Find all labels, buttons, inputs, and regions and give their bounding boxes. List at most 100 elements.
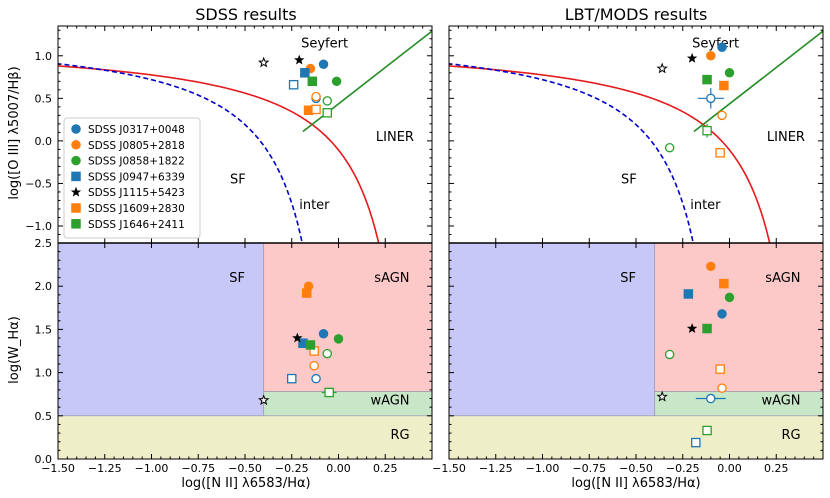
x-tick-label: −0.25 [666,462,700,475]
data-point-j0858+1822 [331,76,342,87]
legend-marker [70,186,82,197]
x-tick-label: −1.50 [41,462,75,475]
data-point-j0858+1822 [322,96,333,106]
data-point-j0858+1822 [333,334,344,344]
bpt-label-inter: inter [690,198,721,213]
bpt-label-seyfert: Seyfert [301,36,348,51]
kewley-curve [58,65,380,243]
legend: SDSS J0317+0048 SDSS J0805+2818 SDSS J0858… [63,117,201,239]
bpt-label-liner: LINER [376,130,414,145]
data-point-j0317+0048 [311,373,321,384]
whan-label-rg: RG [781,428,800,443]
whan-y-label: log(W_Hα) [7,316,22,384]
bpt-y-tick-label: 1.0 [35,50,53,63]
legend-marker [71,155,81,166]
x-tick-label: 0.25 [373,462,398,475]
data-point-j0805+2818 [717,383,727,393]
whan-label-wagn: wAGN [761,394,800,409]
data-point-j0947+6339 [286,373,297,384]
legend-marker [71,203,81,213]
legend-label: SDSS J1115+5423 [88,187,185,199]
data-point-j0317+0048 [717,309,727,319]
legend-marker [71,171,81,182]
data-point-j0317+0048 [318,328,329,339]
x-tick-label: −1.25 [479,462,513,475]
data-point-j1115+5423 [257,394,270,406]
legend-label: SDSS J0947+6339 [88,171,185,183]
data-point-j0805+2818 [706,51,716,61]
data-point-j1609+2830 [301,288,312,298]
legend-marker [71,124,81,134]
data-point-j1646+2411 [322,108,333,118]
x-tick-label: −1.00 [526,462,560,475]
legend-label: SDSS J0805+2818 [88,140,185,152]
data-point-j1115+5423 [686,323,698,333]
whan-region-sf [57,242,265,417]
whan-region-sagn [263,242,433,392]
data-point-j0805+2818 [717,110,727,121]
x-tick-label: −0.75 [572,462,606,475]
bpt-label-sf: SF [230,172,246,187]
whan-label-wagn: wAGN [370,394,409,409]
data-point-j1115+5423 [656,62,668,74]
bpt-y-tick-label: 0.0 [35,135,53,148]
data-point-j0317+0048 [717,42,727,53]
data-point-j1115+5423 [656,390,668,402]
data-point-j1646+2411 [702,125,712,136]
data-point-j1646+2411 [305,340,316,350]
whan-y-tick-label: 1.0 [35,367,53,380]
x-tick-label: −1.25 [88,462,122,475]
whan-y-tick-label: 0.0 [35,453,53,466]
bpt-label-inter: inter [299,198,330,213]
data-point-j0805+2818 [309,360,319,371]
whan-region-wagn [654,391,824,417]
data-point-j0317+0048 [706,393,716,404]
x-tick-label: −0.50 [228,462,262,475]
data-point-j1646+2411 [702,425,712,436]
data-point-j0317+0048 [706,93,716,104]
legend-label: SDSS J1646+2411 [88,219,185,231]
bpt-label-seyfert: Seyfert [692,36,739,51]
whan-region-sf [448,242,656,417]
data-point-j0858+1822 [664,142,675,153]
x-tick-label: −0.75 [181,462,215,475]
bpt-y-label: log([O III] λ5007/Hβ) [7,66,22,199]
whan-region-sagn [654,242,824,392]
data-point-j1609+2830 [715,148,725,158]
data-point-j1115+5423 [257,56,270,68]
legend-marker [71,140,81,150]
whan-region-rg [57,415,433,460]
whan-label-rg: RG [390,428,409,443]
data-point-j0858+1822 [724,68,735,78]
x-tick-label: −0.50 [619,462,653,475]
legend-label: SDSS J0858+1822 [88,156,185,168]
whan-y-tick-label: 1.5 [35,323,53,336]
whan-region-rg [448,415,824,460]
data-point-j0858+1822 [322,348,333,359]
kauffmann-curve [449,62,695,243]
data-point-j1609+2830 [715,364,725,374]
bpt-label-sf: SF [621,172,637,187]
whan-y-tick-label: 2.5 [35,237,53,250]
legend-label: SDSS J0317+0048 [88,124,185,136]
bpt-label-liner: LINER [767,130,805,145]
title-right: LBT/MODS results [565,5,708,24]
whan-region-wagn [263,391,433,417]
data-point-j1609+2830 [719,278,729,289]
data-point-j1646+2411 [702,323,712,334]
whan-y-tick-label: 0.5 [35,410,53,423]
whan-label-sagn: sAGN [765,271,800,286]
legend-marker [71,219,81,229]
kewley-curve [449,65,771,243]
whan-y-tick-label: 2.0 [35,280,53,293]
data-point-j1646+2411 [324,387,334,398]
x-tick-label: 0.00 [717,462,742,475]
bpt-y-tick-label: −0.5 [25,177,52,190]
data-point-j0947+6339 [683,289,694,299]
legend-box [63,117,201,239]
x-label-left: log([N II] λ6583/Hα) [181,476,310,491]
x-label-right: log([N II] λ6583/Hα) [571,476,700,491]
data-point-j0947+6339 [691,437,701,448]
whan-label-sf: SF [620,271,636,286]
